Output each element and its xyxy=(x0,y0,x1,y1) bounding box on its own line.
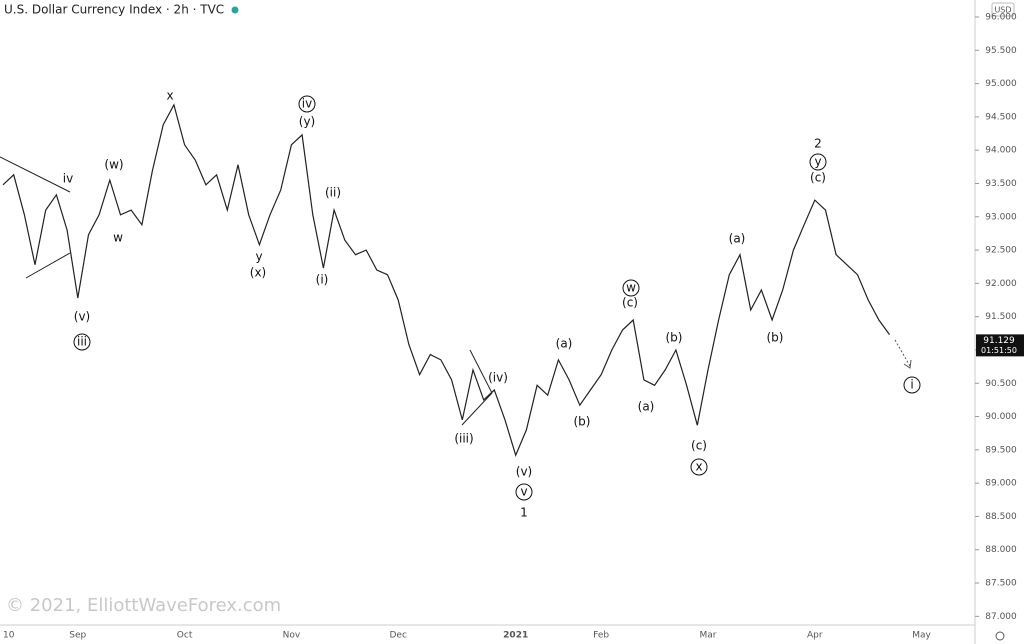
wave-label: (ii) xyxy=(325,186,341,200)
wave-label: (i) xyxy=(316,273,329,287)
wave-label: 2 xyxy=(814,137,822,151)
x-tick-label: Sep xyxy=(69,631,86,641)
wave-label: w xyxy=(113,231,123,245)
settings-icon[interactable] xyxy=(995,631,1005,641)
wave-label: v xyxy=(520,485,527,499)
wave-label: (c) xyxy=(691,439,707,453)
y-tick-label: 96.000 xyxy=(985,12,1017,22)
x-tick-label: Nov xyxy=(283,631,301,641)
wave-label: y xyxy=(814,155,821,169)
x-tick-label: Oct xyxy=(177,631,193,641)
wave-label: (b) xyxy=(767,331,784,345)
y-tick-label: 94.500 xyxy=(985,112,1017,122)
y-tick-label: 88.500 xyxy=(985,512,1017,522)
y-tick-label: 87.000 xyxy=(985,612,1017,622)
wave-label: iii xyxy=(77,335,87,349)
wave-label: (v) xyxy=(74,310,90,324)
y-tick-label: 93.500 xyxy=(985,179,1017,189)
y-tick-label: 92.500 xyxy=(985,246,1017,256)
x-tick-label: 2021 xyxy=(503,631,528,641)
x-tick-label: 10 xyxy=(3,631,15,641)
y-tick-label: 95.000 xyxy=(985,79,1017,89)
wave-label: (a) xyxy=(638,400,655,414)
wave-label: i xyxy=(910,378,913,392)
y-tick-label: 88.000 xyxy=(985,545,1017,555)
wave-label: iv xyxy=(302,97,312,111)
watermark: © 2021, ElliottWaveForex.com xyxy=(6,595,281,616)
projection-arrow xyxy=(894,339,911,367)
y-tick-label: 90.500 xyxy=(985,379,1017,389)
wave-circle xyxy=(903,376,921,394)
wave-label: x xyxy=(695,460,702,474)
wave-circle xyxy=(690,458,708,476)
wave-label: (c) xyxy=(622,296,638,310)
status-dot xyxy=(231,6,239,14)
wave-label: (c) xyxy=(810,171,826,185)
wave-label: y xyxy=(255,250,262,264)
wave-circle xyxy=(809,153,827,171)
wave-label: (a) xyxy=(556,337,573,351)
price-tag xyxy=(976,334,1024,357)
wave-circle xyxy=(622,279,640,297)
price-tag-label: 91.129 xyxy=(983,336,1015,346)
countdown: 01:51:50 xyxy=(981,346,1017,355)
x-tick-label: May xyxy=(912,631,931,641)
wave-label: (a) xyxy=(729,232,746,246)
wave-label: w xyxy=(626,281,636,295)
wave-label: (b) xyxy=(666,331,683,345)
y-tick-label: 94.000 xyxy=(985,146,1017,156)
wave-label: (y) xyxy=(299,115,315,129)
wave-label: (w) xyxy=(104,158,123,172)
y-tick-label: 87.500 xyxy=(985,579,1017,589)
wave-circle xyxy=(298,95,316,113)
y-tick-label: 89.500 xyxy=(985,445,1017,455)
projection-arrowhead xyxy=(903,359,912,369)
x-tick-label: Apr xyxy=(807,631,823,641)
trendline xyxy=(25,252,71,279)
wave-label: (x) xyxy=(250,266,266,280)
y-tick-label: 95.500 xyxy=(985,46,1017,56)
y-tick-label: 92.000 xyxy=(985,279,1017,289)
wave-label: (v) xyxy=(516,465,532,479)
trendline xyxy=(469,349,493,394)
currency-box xyxy=(991,2,1015,17)
y-tick-label: 89.000 xyxy=(985,479,1017,489)
price-line xyxy=(2,103,890,457)
y-tick-label: 93.000 xyxy=(985,212,1017,222)
currency: USD xyxy=(994,6,1011,15)
wave-label: (iii) xyxy=(454,432,473,446)
wave-label: x xyxy=(166,89,173,103)
wave-label: 1 xyxy=(520,506,528,520)
trendline xyxy=(0,156,71,193)
wave-circle xyxy=(515,483,533,501)
x-tick-label: Dec xyxy=(389,631,406,641)
wave-label: iv xyxy=(63,172,73,186)
chart-title: U.S. Dollar Currency Index · 2h · TVC xyxy=(4,3,224,17)
y-tick-label: 90.000 xyxy=(985,412,1017,422)
x-tick-label: Mar xyxy=(699,631,716,641)
wave-label: (iv) xyxy=(488,371,508,385)
wave-label: (b) xyxy=(574,415,591,429)
y-tick-label: 91.500 xyxy=(985,312,1017,322)
trendline xyxy=(461,392,493,426)
wave-circle xyxy=(73,333,91,351)
x-tick-label: Feb xyxy=(593,631,609,641)
